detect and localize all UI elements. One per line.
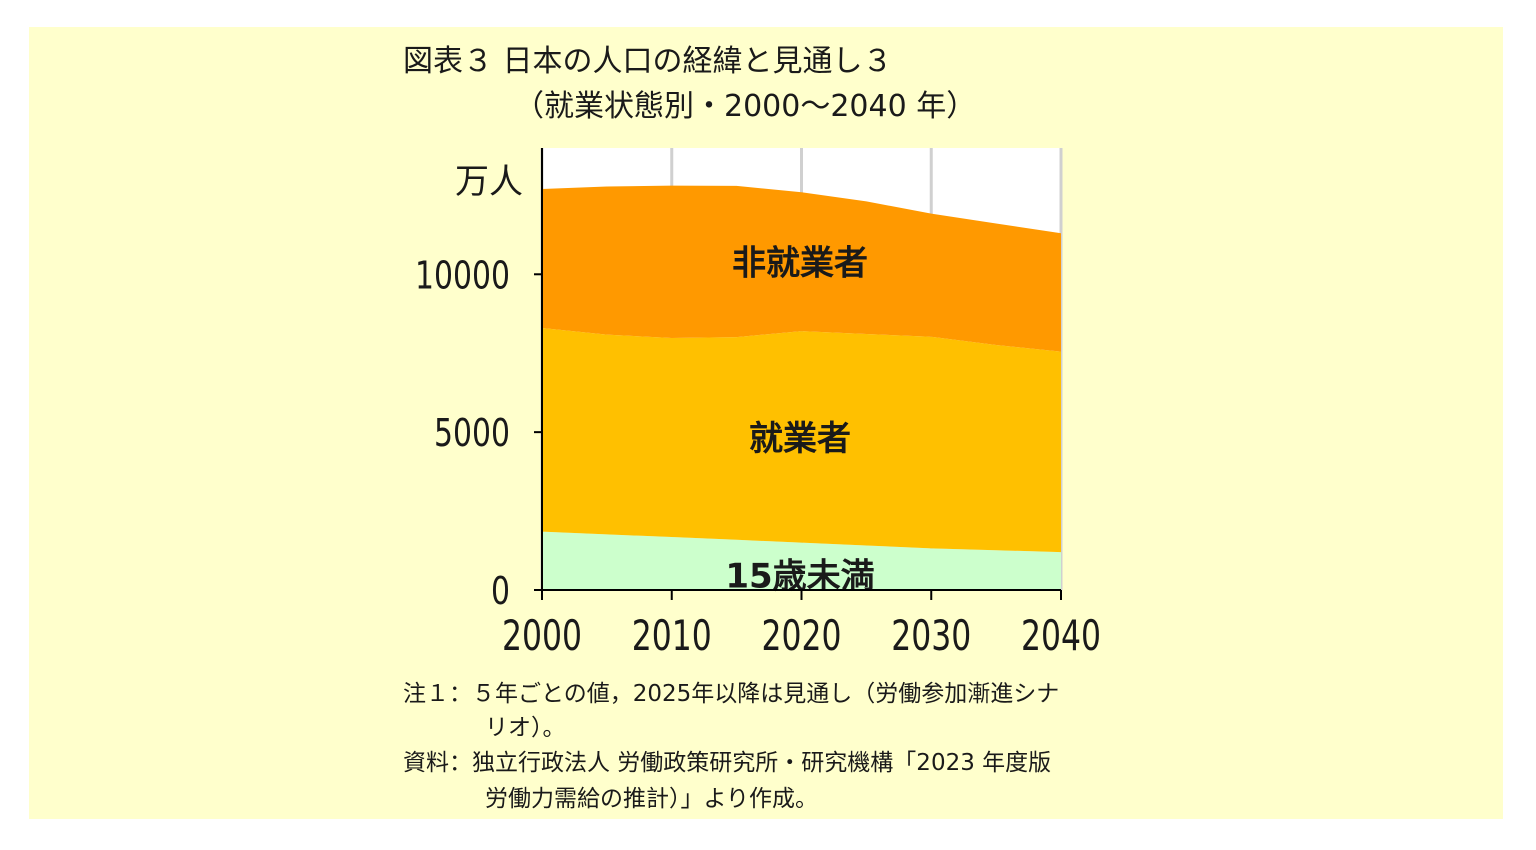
x-tick-label-2000: 2000: [502, 611, 582, 660]
source-line-2: 労働力需給の推計）」より作成。: [485, 786, 819, 812]
chart-title: 図表３ 日本の人口の経緯と見通し３: [403, 44, 893, 79]
y-tick-label-0: 0: [491, 569, 510, 613]
area-under-15: [542, 531, 1061, 590]
x-tick-label-2010: 2010: [632, 611, 712, 660]
note-1-line-1: 注１：５年ごとの値，2025年以降は見通し（労働参加漸進シナ: [403, 681, 1060, 707]
y-tick-label-5000: 5000: [434, 411, 510, 455]
series-label-employed: 就業者: [749, 419, 851, 459]
source-line-1: 資料：独立行政法人 労働政策研究所・研究機構「2023 年度版: [403, 750, 1052, 776]
area-non-employed: [542, 185, 1061, 352]
series-label-non-employed: 非就業者: [732, 244, 868, 284]
x-tick-label-2020: 2020: [762, 611, 842, 660]
area-employed: [542, 327, 1061, 553]
x-tick-label-2030: 2030: [891, 611, 971, 660]
y-tick-label-10000: 10000: [415, 253, 510, 297]
note-1-line-2: リオ）。: [485, 715, 566, 741]
y-axis-unit-label: 万人: [455, 162, 523, 202]
x-tick-label-2040: 2040: [1021, 611, 1101, 660]
chart-subtitle: （就業状態別・2000～2040 年）: [514, 89, 977, 124]
